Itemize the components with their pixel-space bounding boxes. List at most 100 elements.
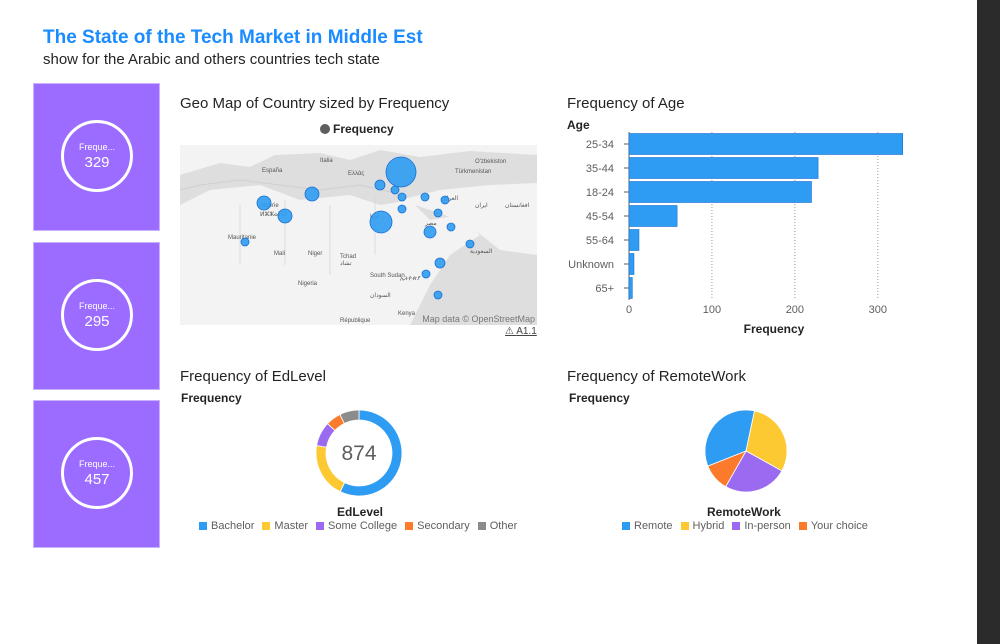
remote-legend-label: Hybrid (692, 520, 725, 532)
map-bubble[interactable] (440, 195, 450, 205)
map-bubble[interactable] (369, 210, 393, 234)
age-bar[interactable] (628, 205, 678, 227)
age-bar-chart[interactable]: 0 100 200 300 25-34 35-44 18-24 45-54 55-64 Unkno… (560, 128, 940, 343)
edlevel-legend-item[interactable]: Some College (316, 520, 397, 532)
map-bubble[interactable] (304, 186, 320, 202)
edlevel-legend: Bachelor Master Some College Secondary Other (199, 520, 517, 532)
remote-slice[interactable] (725, 450, 783, 493)
map-bubble[interactable] (397, 204, 407, 214)
remote-pie-chart[interactable] (704, 409, 788, 493)
map-bubble[interactable] (434, 257, 446, 269)
map-version-label: A1.1 (516, 326, 537, 337)
edlevel-legend-item[interactable]: Other (477, 520, 517, 532)
map-bubble[interactable] (277, 208, 293, 224)
age-bar[interactable] (628, 181, 812, 203)
age-x-tick: 100 (703, 304, 721, 316)
page-title: The State of the Tech Market in Middle E… (43, 27, 423, 48)
map-place-label: España (262, 168, 283, 174)
map-bubble[interactable] (465, 239, 475, 249)
edlevel-legend-title: EdLevel (337, 505, 384, 519)
edlevel-legend-item[interactable]: Bachelor (199, 520, 254, 532)
map-place-label: السعودية (470, 248, 493, 255)
map-attribution[interactable]: Map data © OpenStreetMap (422, 314, 535, 324)
remote-legend-item[interactable]: Remote (622, 520, 673, 532)
map-place-label: ኢትዮጵያ (400, 276, 421, 282)
edlevel-legend-label: Secondary (417, 520, 470, 532)
remote-slice[interactable] (745, 410, 788, 472)
right-scrollbar[interactable] (977, 0, 1000, 644)
edlevel-legend-swatch (405, 522, 414, 530)
map-place-label: Türkmenistan (455, 169, 491, 175)
kpi-card-3[interactable]: Freque... 457 (33, 400, 160, 548)
edlevel-legend-item[interactable]: Secondary (405, 520, 470, 532)
map-place-label: Italia (320, 158, 333, 164)
map-canvas[interactable]: España Italia Ελλάς Türkmenistan O'zbekiston… (180, 145, 537, 325)
map-bubble[interactable] (421, 269, 431, 279)
map-land-north (180, 145, 537, 175)
map-place-label: Nigeria (298, 281, 318, 287)
age-x-tick: 200 (786, 304, 804, 316)
age-y-tick: 55-64 (586, 235, 614, 247)
remote-slice[interactable] (707, 450, 747, 488)
age-y-tick: 25-34 (586, 139, 614, 151)
map-legend: Frequency (320, 122, 394, 136)
age-x-tick: 0 (626, 304, 632, 316)
map-bubbles[interactable] (240, 156, 475, 300)
map-bubble[interactable] (385, 156, 417, 188)
map-bubble[interactable] (423, 225, 437, 239)
age-y-tick: 18-24 (586, 187, 614, 199)
age-bar[interactable] (628, 253, 635, 275)
age-bar[interactable] (628, 133, 904, 155)
edlevel-legend-label: Some College (328, 520, 398, 532)
map-bubble[interactable] (433, 290, 443, 300)
edlevel-legend-swatch (262, 522, 271, 530)
map-bubble[interactable] (240, 237, 250, 247)
remote-measure: Frequency (569, 391, 630, 405)
age-bar[interactable] (628, 229, 640, 251)
edlevel-slice[interactable] (315, 445, 346, 493)
edlevel-center-total: 874 (341, 442, 376, 465)
map-version-link[interactable]: ⚠ A1.1 (505, 326, 537, 337)
remote-legend-swatch (732, 522, 741, 530)
edlevel-measure: Frequency (181, 391, 242, 405)
age-x-axis-title: Frequency (744, 322, 805, 336)
remote-legend-swatch (680, 522, 689, 530)
remote-slice[interactable] (704, 409, 755, 467)
map-legend-label: Frequency (333, 122, 394, 136)
geo-map[interactable]: España Italia Ελλάς Türkmenistan O'zbekiston… (180, 145, 537, 325)
map-place-label: Mauritanie (228, 235, 257, 241)
remote-legend-item[interactable]: In-person (732, 520, 791, 532)
remote-legend-swatch (798, 522, 807, 530)
map-bubble[interactable] (433, 208, 443, 218)
map-bubble[interactable] (390, 185, 400, 195)
remote-legend-item[interactable]: Hybrid (680, 520, 725, 532)
map-bubble[interactable] (397, 192, 407, 202)
age-y-tick: 35-44 (586, 163, 614, 175)
map-bubble[interactable] (256, 195, 272, 211)
age-y-tick: 65+ (595, 283, 614, 295)
map-place-label: Kenya (398, 311, 416, 317)
kpi-ring: Freque... 295 (61, 279, 133, 351)
map-borders (239, 195, 376, 275)
map-place-label: مصر (424, 221, 437, 227)
map-bubble[interactable] (446, 222, 456, 232)
remote-legend-item[interactable]: Your choice (798, 520, 868, 532)
age-bar[interactable] (628, 157, 819, 179)
edlevel-donut-chart[interactable]: 874 (314, 408, 404, 498)
map-place-label: افغانستان (505, 202, 530, 209)
edlevel-legend-swatch (316, 522, 325, 530)
age-y-tick: 45-54 (586, 211, 614, 223)
map-bubble[interactable] (420, 192, 430, 202)
map-bubble[interactable] (374, 179, 386, 191)
remote-legend-label: Remote (634, 520, 673, 532)
map-legend-icon (320, 124, 330, 134)
edlevel-legend-item[interactable]: Master (262, 520, 308, 532)
kpi-card-1[interactable]: Freque... 329 (33, 83, 160, 231)
age-axis-title: Age (567, 118, 590, 132)
age-bar[interactable] (628, 277, 633, 299)
kpi-card-2[interactable]: Freque... 295 (33, 242, 160, 390)
remote-legend-label: Your choice (810, 520, 868, 532)
map-place-label: السودان (370, 292, 391, 299)
edlevel-slice[interactable] (339, 409, 360, 424)
map-land-asia (400, 183, 537, 255)
